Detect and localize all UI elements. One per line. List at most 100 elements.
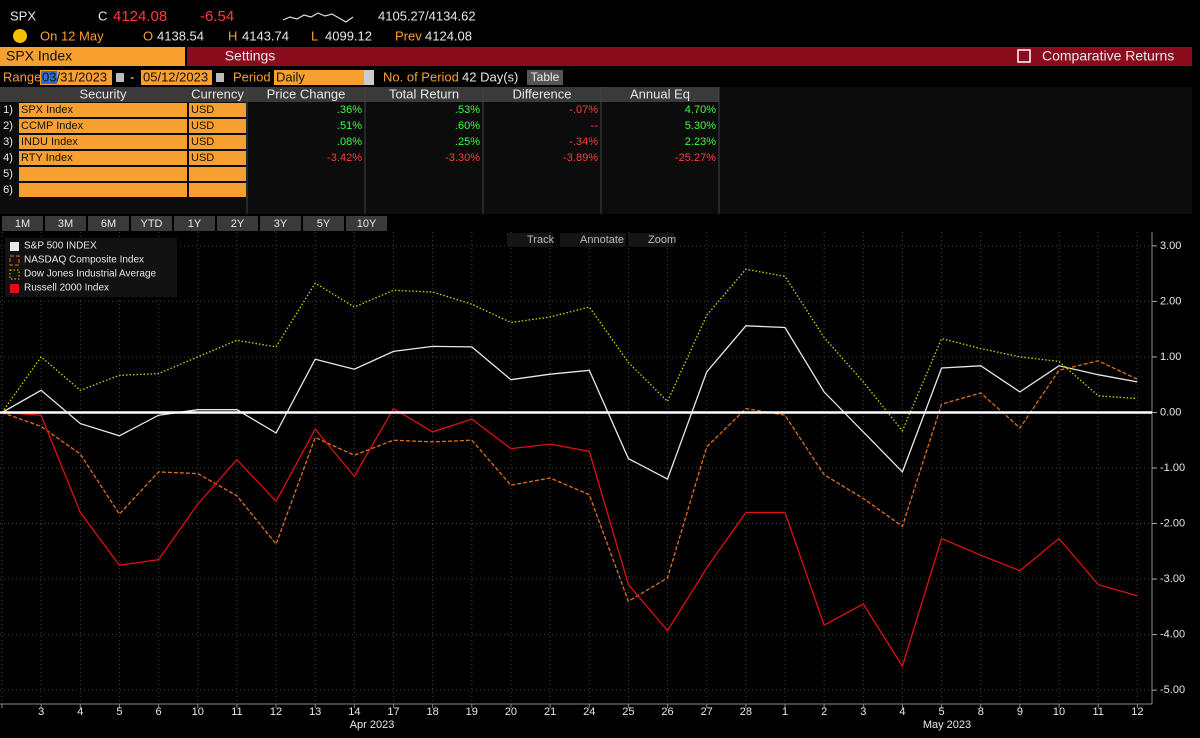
range-button[interactable] — [45, 216, 86, 231]
security: SPX Index — [21, 104, 73, 116]
range-button[interactable] — [346, 216, 387, 231]
table-value: -25.27% — [675, 152, 716, 164]
security: RTY Index — [21, 152, 73, 164]
prev: 4124.08 — [425, 28, 472, 43]
x-tick-label: 4 — [899, 706, 905, 718]
column-header: Difference — [512, 86, 571, 101]
legend-label: Russell 2000 Index — [24, 283, 109, 294]
x-tick-label: 6 — [156, 706, 162, 718]
table-value: 2.23% — [685, 136, 716, 148]
security-cell[interactable] — [19, 183, 187, 197]
range-button[interactable] — [217, 216, 258, 231]
currency-cell[interactable] — [189, 167, 246, 181]
range-button-label: 1Y — [188, 218, 202, 230]
settings-tab[interactable]: Settings — [225, 48, 276, 64]
calendar-icon[interactable] — [116, 73, 124, 82]
dropdown-arrow[interactable] — [364, 70, 374, 85]
y-tick-label: -1.00 — [1160, 462, 1185, 474]
currency-cell[interactable] — [189, 103, 246, 117]
input-highlight — [41, 71, 57, 84]
toolbar-button[interactable] — [507, 233, 553, 247]
y-tick-label: -4.00 — [1160, 628, 1185, 640]
currency-cell[interactable] — [189, 119, 246, 133]
periods-value: 42 Day(s) — [462, 69, 518, 84]
x-tick-label: 3 — [860, 706, 866, 718]
security-cell[interactable] — [19, 103, 187, 117]
x-tick-label: 10 — [1053, 706, 1065, 718]
table-value: -.07% — [569, 104, 598, 116]
range-button[interactable] — [131, 216, 172, 231]
y-tick-label: -2.00 — [1160, 517, 1185, 529]
table-button[interactable] — [527, 70, 563, 85]
range-button[interactable] — [2, 216, 43, 231]
period-value: Daily — [276, 69, 305, 84]
x-tick-label: 5 — [939, 706, 945, 718]
currency-cell[interactable] — [189, 135, 246, 149]
x-tick-label: 25 — [622, 706, 634, 718]
legend-label: Dow Jones Industrial Average — [24, 269, 157, 280]
legend-swatch — [9, 255, 20, 266]
x-tick-label: 13 — [309, 706, 321, 718]
table-value: -3.42% — [327, 152, 362, 164]
toolbar-button[interactable] — [628, 233, 674, 247]
period-select[interactable] — [274, 70, 372, 85]
end-input[interactable] — [141, 70, 212, 85]
range-button[interactable] — [174, 216, 215, 231]
security-cell[interactable] — [19, 135, 187, 149]
security-tab-label: SPX Index — [6, 48, 72, 64]
period-label: Period — [233, 69, 271, 84]
series-line — [1, 360, 1138, 603]
table-value: -.34% — [569, 136, 598, 148]
range-separator: - — [130, 69, 134, 84]
series-line — [1, 325, 1138, 481]
security: INDU Index — [21, 136, 78, 148]
end-date: 05/12/2023 — [143, 69, 208, 84]
legend — [5, 238, 177, 297]
security-tab[interactable] — [0, 47, 185, 66]
row-number: 1) — [3, 104, 13, 116]
table-value: 5.30% — [685, 120, 716, 132]
range-button[interactable] — [260, 216, 301, 231]
security-cell[interactable] — [19, 119, 187, 133]
low: 4099.12 — [325, 28, 372, 43]
column-header: Total Return — [389, 86, 459, 101]
y-tick-label: 3.00 — [1160, 240, 1181, 252]
toolbar-button[interactable] — [560, 233, 626, 247]
range-button[interactable] — [303, 216, 344, 231]
x-tick-label: 27 — [701, 706, 713, 718]
ticker: SPX — [10, 8, 36, 23]
menu-bar — [187, 47, 1192, 66]
range-button-label: 3M — [58, 218, 73, 230]
x-tick-label: 18 — [427, 706, 439, 718]
security-cell[interactable] — [19, 151, 187, 165]
range-button[interactable] — [88, 216, 129, 231]
start-input[interactable] — [40, 70, 112, 85]
x-tick-label: 26 — [661, 706, 673, 718]
toolbar-label: Annotate — [580, 234, 624, 246]
y-tick-label: 1.00 — [1160, 351, 1181, 363]
table-value: .60% — [455, 120, 480, 132]
row-number: 4) — [3, 152, 13, 164]
range-button-label: 10Y — [357, 218, 377, 230]
range-button-label: YTD — [141, 218, 163, 230]
table-header — [0, 87, 719, 102]
range-label: Range — [3, 69, 41, 84]
table-value: -3.89% — [563, 152, 598, 164]
x-tick-label: 9 — [1017, 706, 1023, 718]
x-tick-label: 3 — [38, 706, 44, 718]
sparkline — [282, 12, 354, 23]
calendar-icon[interactable] — [216, 73, 224, 82]
currency-cell[interactable] — [189, 151, 246, 165]
column-header: Currency — [191, 86, 244, 101]
table-value: .08% — [337, 136, 362, 148]
chart: 3 4 5 6 10 11 12 13 14 17 18 19 20 21 24 25 26 27 28 1 2 3 4 5 8… — [0, 232, 1192, 731]
x-tick-label: 12 — [1131, 706, 1143, 718]
security-cell[interactable] — [19, 167, 187, 181]
currency-cell[interactable] — [189, 183, 246, 197]
x-tick-label: 11 — [231, 706, 242, 718]
icon — [13, 29, 27, 43]
export-icon[interactable] — [1017, 49, 1031, 63]
date: On 12 May — [40, 28, 104, 43]
x-tick-label: 12 — [270, 706, 282, 718]
